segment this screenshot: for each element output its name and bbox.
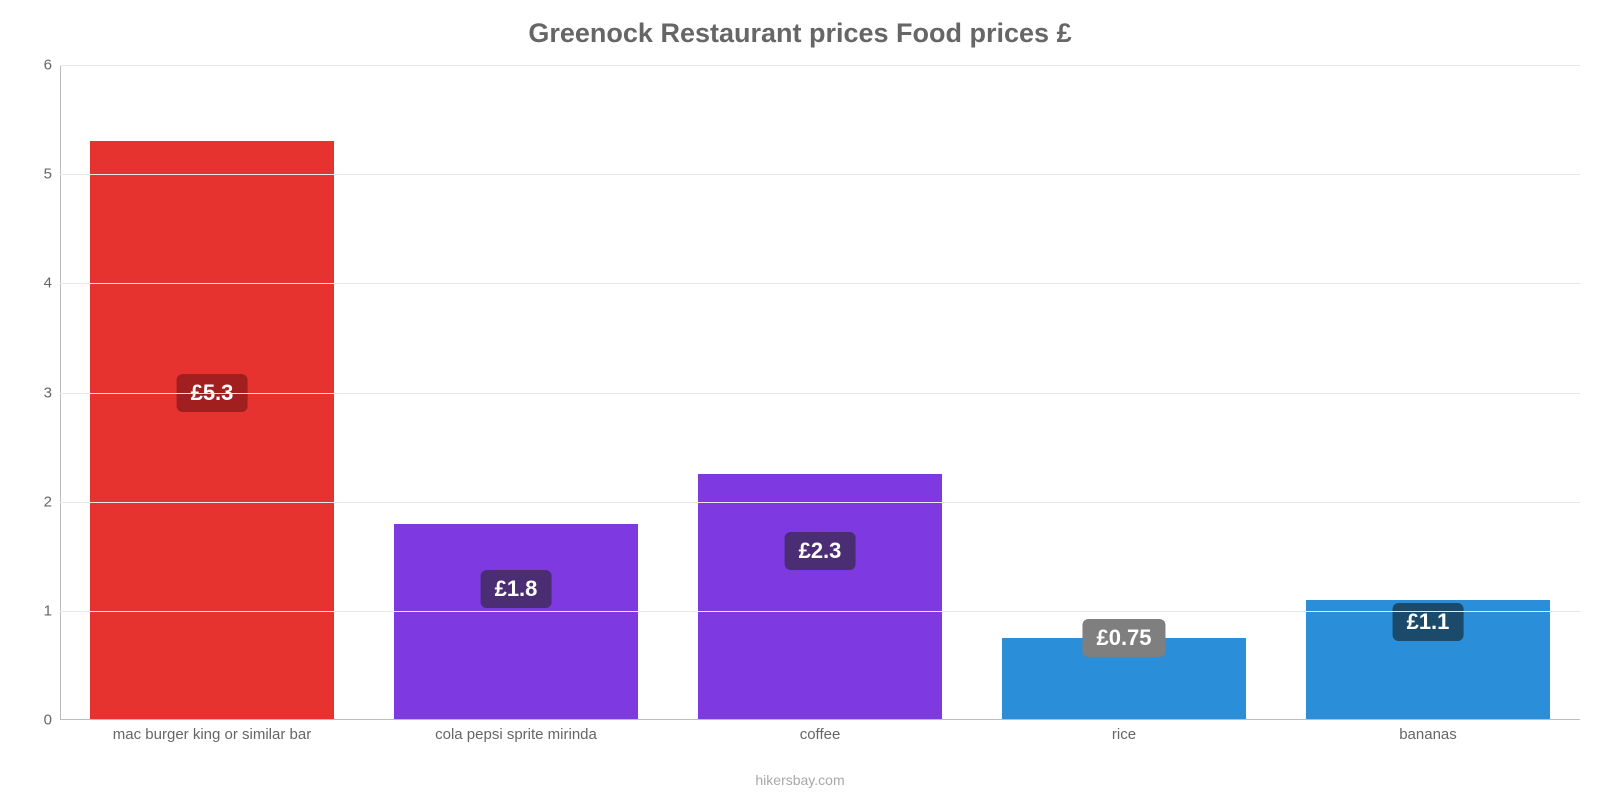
x-axis-label: bananas: [1276, 726, 1580, 743]
bar: [394, 524, 637, 721]
bar: [90, 141, 333, 720]
grid-line: [60, 65, 1580, 66]
y-tick-label: 2: [20, 493, 52, 510]
price-bar-chart: Greenock Restaurant prices Food prices £…: [0, 0, 1600, 800]
plot-area: £5.3£1.8£2.3£0.75£1.1 0123456: [60, 65, 1580, 720]
source-label: hikersbay.com: [0, 772, 1600, 788]
grid-line: [60, 174, 1580, 175]
grid-line: [60, 283, 1580, 284]
grid-line: [60, 611, 1580, 612]
y-tick-label: 6: [20, 57, 52, 74]
value-badge: £2.3: [785, 532, 856, 570]
x-axis-label: cola pepsi sprite mirinda: [364, 726, 668, 743]
y-tick-label: 4: [20, 275, 52, 292]
bar: [698, 474, 941, 720]
x-axis-label: mac burger king or similar bar: [60, 726, 364, 743]
value-badge: £1.1: [1393, 603, 1464, 641]
chart-title: Greenock Restaurant prices Food prices £: [0, 18, 1600, 49]
x-axis-line: [60, 719, 1580, 720]
x-axis-label: coffee: [668, 726, 972, 743]
grid-line: [60, 502, 1580, 503]
value-badge: £1.8: [481, 570, 552, 608]
x-axis-labels: mac burger king or similar barcola pepsi…: [60, 726, 1580, 743]
grid-line: [60, 393, 1580, 394]
x-axis-label: rice: [972, 726, 1276, 743]
y-tick-label: 1: [20, 602, 52, 619]
y-tick-label: 0: [20, 712, 52, 729]
y-tick-label: 3: [20, 384, 52, 401]
y-tick-label: 5: [20, 166, 52, 183]
value-badge: £0.75: [1082, 619, 1165, 657]
